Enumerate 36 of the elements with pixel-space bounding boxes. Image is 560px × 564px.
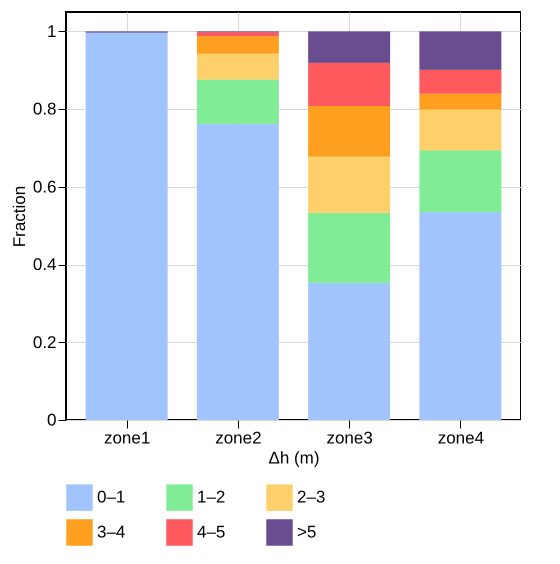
legend-label: 4–5 xyxy=(197,522,226,542)
bar xyxy=(308,156,390,213)
y-tick-label: 0.6 xyxy=(32,177,56,196)
bar xyxy=(196,36,279,54)
bar xyxy=(419,70,502,94)
bar xyxy=(86,32,168,420)
y-tick-label: 0 xyxy=(47,410,56,430)
y-tick-label: 0.2 xyxy=(32,332,56,352)
x-tick-label: zone4 xyxy=(438,428,484,448)
bar xyxy=(419,110,502,150)
legend-label: 0–1 xyxy=(97,488,126,507)
bar xyxy=(419,31,502,70)
legend-label: 3–4 xyxy=(97,522,126,542)
y-axis-title: Fraction xyxy=(10,186,29,248)
y-tick-label: 0.8 xyxy=(32,100,56,119)
bar xyxy=(196,32,279,36)
x-tick-label: zone1 xyxy=(104,428,150,448)
y-tick-label: 0.4 xyxy=(32,255,56,274)
bar xyxy=(419,94,502,110)
bar xyxy=(308,62,390,106)
bar xyxy=(308,212,390,283)
x-tick-label: zone2 xyxy=(215,428,262,448)
bar xyxy=(196,54,279,80)
bar xyxy=(419,150,502,212)
x-axis-title: Δh (m) xyxy=(268,448,320,468)
bar xyxy=(308,106,390,157)
bar xyxy=(419,212,502,420)
bar xyxy=(308,282,390,420)
legend-label: >5 xyxy=(297,522,316,542)
bar xyxy=(308,31,390,63)
x-tick-label: zone3 xyxy=(326,428,373,448)
y-tick-label: 1 xyxy=(47,22,56,41)
bar xyxy=(196,124,279,420)
legend-label: 1–2 xyxy=(197,488,226,507)
bar xyxy=(196,80,279,124)
legend-label: 2–3 xyxy=(297,488,326,507)
